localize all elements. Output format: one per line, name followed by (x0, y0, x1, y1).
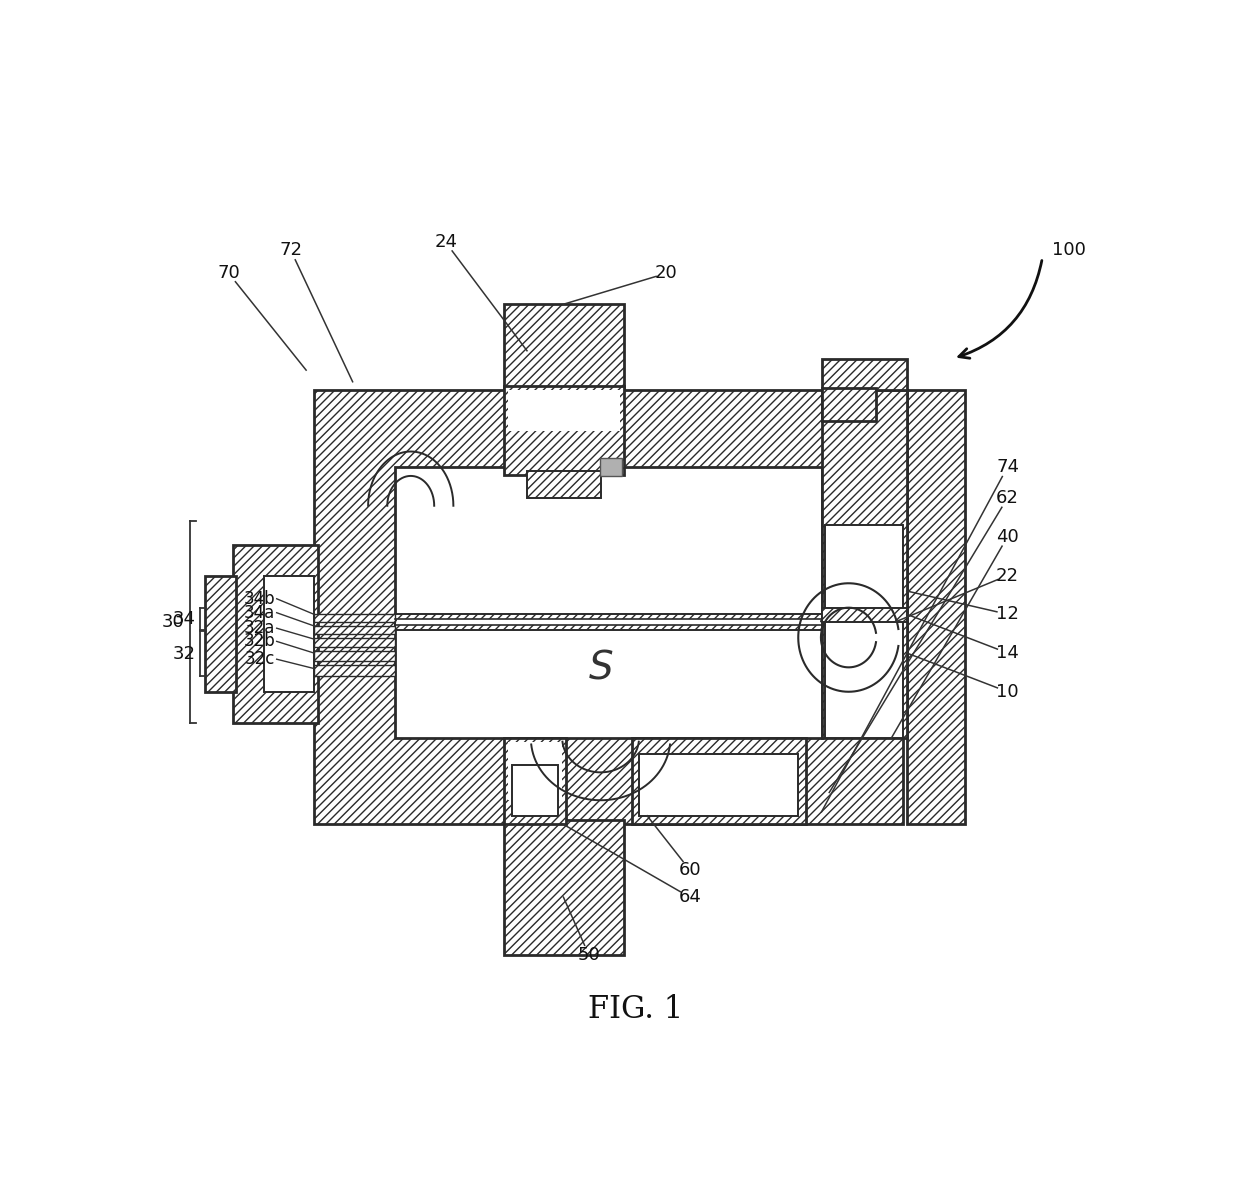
Text: 32a: 32a (244, 620, 275, 638)
Bar (503, 819, 624, 955)
Text: 14: 14 (996, 644, 1019, 662)
Text: 10: 10 (996, 682, 1019, 700)
Text: 60: 60 (678, 861, 701, 879)
Text: 50: 50 (578, 946, 600, 964)
Bar (314, 651, 396, 661)
Text: S: S (588, 650, 613, 687)
Bar (631, 739, 806, 824)
Text: 74: 74 (996, 458, 1019, 476)
Text: 100: 100 (1053, 241, 1086, 259)
Bar (821, 388, 875, 420)
Text: 34b: 34b (243, 590, 275, 608)
Bar (507, 390, 620, 431)
Bar (396, 614, 821, 629)
Bar (263, 575, 314, 692)
Text: 34a: 34a (244, 604, 275, 622)
Bar (314, 626, 396, 634)
Bar (507, 742, 562, 800)
Bar (640, 754, 799, 815)
Text: 32: 32 (172, 645, 196, 663)
Text: 62: 62 (996, 489, 1019, 507)
Text: 64: 64 (678, 888, 701, 906)
Bar (314, 664, 396, 676)
Bar (503, 739, 565, 824)
Bar (826, 614, 903, 739)
Text: 12: 12 (996, 605, 1019, 623)
Bar (821, 608, 906, 622)
Bar (314, 389, 903, 824)
Bar (503, 304, 624, 389)
Text: 22: 22 (996, 567, 1019, 585)
Bar (821, 389, 906, 739)
Bar (906, 389, 965, 824)
Text: 72: 72 (279, 241, 303, 259)
Bar (600, 458, 621, 477)
Text: 24: 24 (434, 233, 458, 251)
Bar (527, 471, 600, 498)
Bar (314, 614, 396, 622)
Bar (233, 544, 317, 723)
Bar (397, 619, 820, 625)
Text: FIG. 1: FIG. 1 (588, 994, 683, 1024)
Bar (314, 638, 396, 647)
Text: 70: 70 (217, 264, 241, 282)
Text: 32b: 32b (243, 633, 275, 651)
Bar (821, 359, 906, 389)
Text: 40: 40 (996, 527, 1019, 545)
Bar (503, 386, 624, 474)
Bar (396, 467, 821, 739)
Bar (206, 575, 237, 692)
Text: 34: 34 (172, 610, 196, 628)
Bar (511, 765, 558, 815)
Bar (826, 525, 903, 614)
Text: 32c: 32c (244, 650, 275, 668)
Text: 30: 30 (161, 613, 185, 631)
Text: 20: 20 (655, 264, 678, 282)
